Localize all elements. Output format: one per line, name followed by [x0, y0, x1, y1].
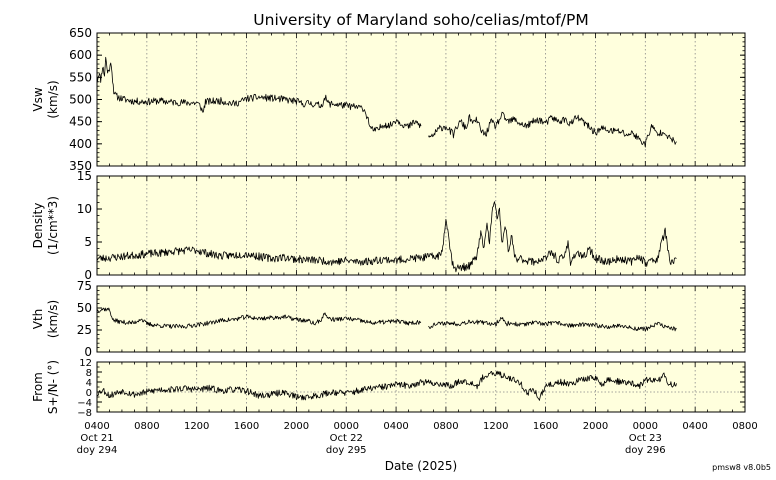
- y-tick-label: 350: [69, 159, 92, 173]
- y-axis-label-line: Vth: [31, 309, 45, 330]
- x-tick-label-line: 2000: [583, 421, 608, 432]
- x-tick-label-line: 1200: [483, 421, 508, 432]
- y-tick-label: 0: [86, 388, 92, 399]
- chart-title: University of Maryland soho/celias/mtof/…: [253, 11, 588, 29]
- y-axis-label: FromS+/N- (°): [31, 360, 60, 414]
- y-axis-label-line: Vsw: [31, 87, 45, 111]
- x-tick-label: 0000 Oct 22 doy 295: [326, 421, 367, 456]
- y-axis-label: Density(1/cm**3): [31, 196, 60, 255]
- x-tick-label: 0400: [682, 421, 707, 432]
- series-line: [96, 201, 677, 273]
- y-tick-label: 450: [69, 115, 92, 129]
- y-axis-label: Vsw(km/s): [31, 80, 60, 118]
- panel-background: [97, 362, 745, 412]
- y-axis-label-line: Density: [31, 203, 45, 249]
- x-tick-label-line: 0800: [732, 421, 757, 432]
- x-tick-label-line: doy 295: [326, 445, 367, 456]
- panel-vsw: 350 400 450 500 550 600 650 Vsw(km/s): [31, 26, 746, 173]
- y-axis-label-line: S+/N- (°): [46, 360, 60, 414]
- y-axis-label-line: (km/s): [46, 300, 60, 338]
- x-tick-label: 0400: [383, 421, 408, 432]
- x-tick-label-line: Oct 22: [330, 433, 363, 444]
- x-tick-label-line: 1200: [184, 421, 209, 432]
- x-tick-label: 0800: [433, 421, 458, 432]
- y-tick-label: 50: [77, 301, 92, 315]
- y-tick-label: 15: [77, 169, 92, 183]
- y-tick-label: 600: [69, 48, 92, 62]
- x-tick-label: 1600: [234, 421, 259, 432]
- x-tick-label-line: doy 296: [625, 445, 666, 456]
- x-tick-label: 2000: [284, 421, 309, 432]
- panel-background: [97, 176, 745, 275]
- y-tick-label: 8: [86, 368, 92, 379]
- x-tick-label-line: Oct 21: [80, 433, 113, 444]
- x-tick-label: 2000: [583, 421, 608, 432]
- x-tick-label-line: 0400: [682, 421, 707, 432]
- x-tick-label-line: 0000: [633, 421, 658, 432]
- y-tick-label: −8: [77, 408, 92, 419]
- chart-panels: 350400450500550600650Vsw(km/s)051015Dens…: [31, 26, 746, 419]
- x-tick-label: 0800: [732, 421, 757, 432]
- x-tick-label: 0800: [134, 421, 159, 432]
- panel-density: 0 5 10 15 Density(1/cm**3): [31, 169, 746, 282]
- x-tick-label-line: 0000: [334, 421, 359, 432]
- x-tick-label-line: 0800: [433, 421, 458, 432]
- x-tick-label: 0000 Oct 23 doy 296: [625, 421, 666, 456]
- y-axis-label: Vth(km/s): [31, 300, 60, 338]
- y-tick-label: −4: [77, 398, 92, 409]
- y-tick-label: 650: [69, 26, 92, 40]
- y-tick-label: 4: [86, 378, 92, 389]
- y-tick-label: 0: [84, 268, 92, 282]
- x-tick-label-line: 1600: [234, 421, 259, 432]
- y-tick-label: 400: [69, 137, 92, 151]
- panel-background: [97, 33, 745, 166]
- y-axis-label-line: (km/s): [46, 80, 60, 118]
- x-tick-label-line: 0400: [84, 421, 109, 432]
- x-tick-label-line: 0400: [383, 421, 408, 432]
- x-tick-label-line: 2000: [284, 421, 309, 432]
- y-axis-label-line: (1/cm**3): [46, 196, 60, 255]
- y-tick-label: 550: [69, 70, 92, 84]
- x-tick-label-line: 0800: [134, 421, 159, 432]
- x-tick-label: 1200: [483, 421, 508, 432]
- x-tick-label: 0400 Oct 21 doy 294: [77, 421, 118, 456]
- y-tick-label: 10: [77, 202, 92, 216]
- y-tick-label: 25: [77, 323, 92, 337]
- series-line: [96, 370, 677, 401]
- credit-label: pmsw8 v8.0b5: [712, 463, 771, 472]
- panel-vth: 0 25 50 75 Vth(km/s): [31, 279, 746, 359]
- y-tick-label: 75: [77, 279, 92, 293]
- series-line: [428, 317, 677, 332]
- panel-background: [97, 286, 745, 352]
- x-tick-label-line: 1600: [533, 421, 558, 432]
- series-line: [428, 111, 677, 148]
- y-tick-label: 12: [79, 358, 92, 369]
- series-line: [96, 56, 422, 132]
- x-tick-label: 1600: [533, 421, 558, 432]
- x-tick-label: 1200: [184, 421, 209, 432]
- y-tick-label: 0: [84, 345, 92, 359]
- series-line: [96, 307, 422, 329]
- y-tick-label: 500: [69, 93, 92, 107]
- y-tick-label: 5: [84, 235, 92, 249]
- x-tick-label-line: Oct 23: [629, 433, 662, 444]
- x-tick-label-line: doy 294: [77, 445, 118, 456]
- x-axis-label: Date (2025): [385, 459, 457, 473]
- y-axis-label-line: From: [31, 372, 45, 402]
